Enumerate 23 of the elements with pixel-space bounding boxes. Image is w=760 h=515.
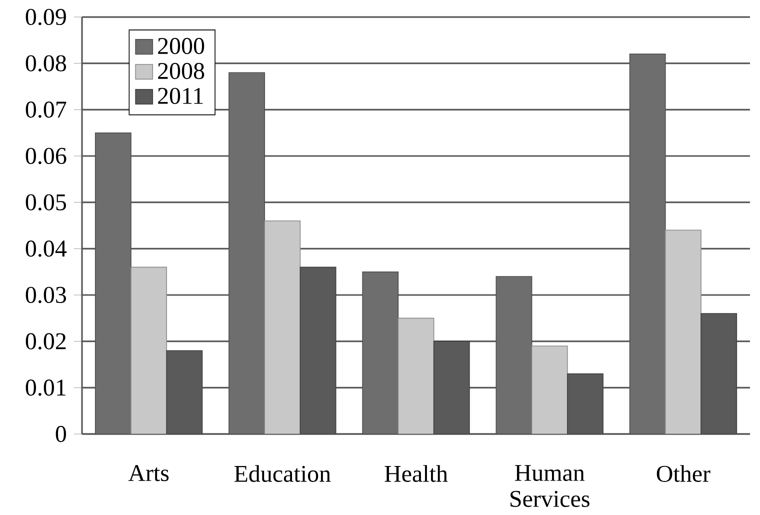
- y-tick-label: 0.09: [26, 8, 66, 26]
- y-tick-label: 0.03: [26, 286, 66, 304]
- y-tick-label: 0.07: [26, 102, 66, 118]
- bar: [398, 318, 434, 434]
- y-tick-label: 0.02: [26, 333, 66, 350]
- y-tick-label: 0.08: [26, 55, 66, 72]
- legend-label: 2000: [158, 38, 204, 54]
- y-tick-label: 0.05: [26, 194, 66, 210]
- y-tick-label: 0.01: [26, 380, 66, 396]
- bar: [264, 220, 301, 434]
- x-tick-label: Other: [656, 465, 710, 482]
- y-tick-label: 0: [56, 426, 66, 442]
- x-tick-label: Health: [384, 465, 448, 482]
- legend-label: 2011: [158, 88, 203, 104]
- x-tick-label: Education: [234, 465, 331, 482]
- x-tick-label: Human Services: [510, 465, 590, 507]
- x-tick-label: Arts: [128, 465, 169, 482]
- bar: [664, 230, 702, 434]
- legend-label: 2008: [158, 62, 204, 80]
- y-tick-label: 0.06: [26, 148, 66, 164]
- y-tick-label: 0.04: [26, 240, 67, 257]
- bar: [130, 266, 168, 434]
- bar: [531, 346, 568, 434]
